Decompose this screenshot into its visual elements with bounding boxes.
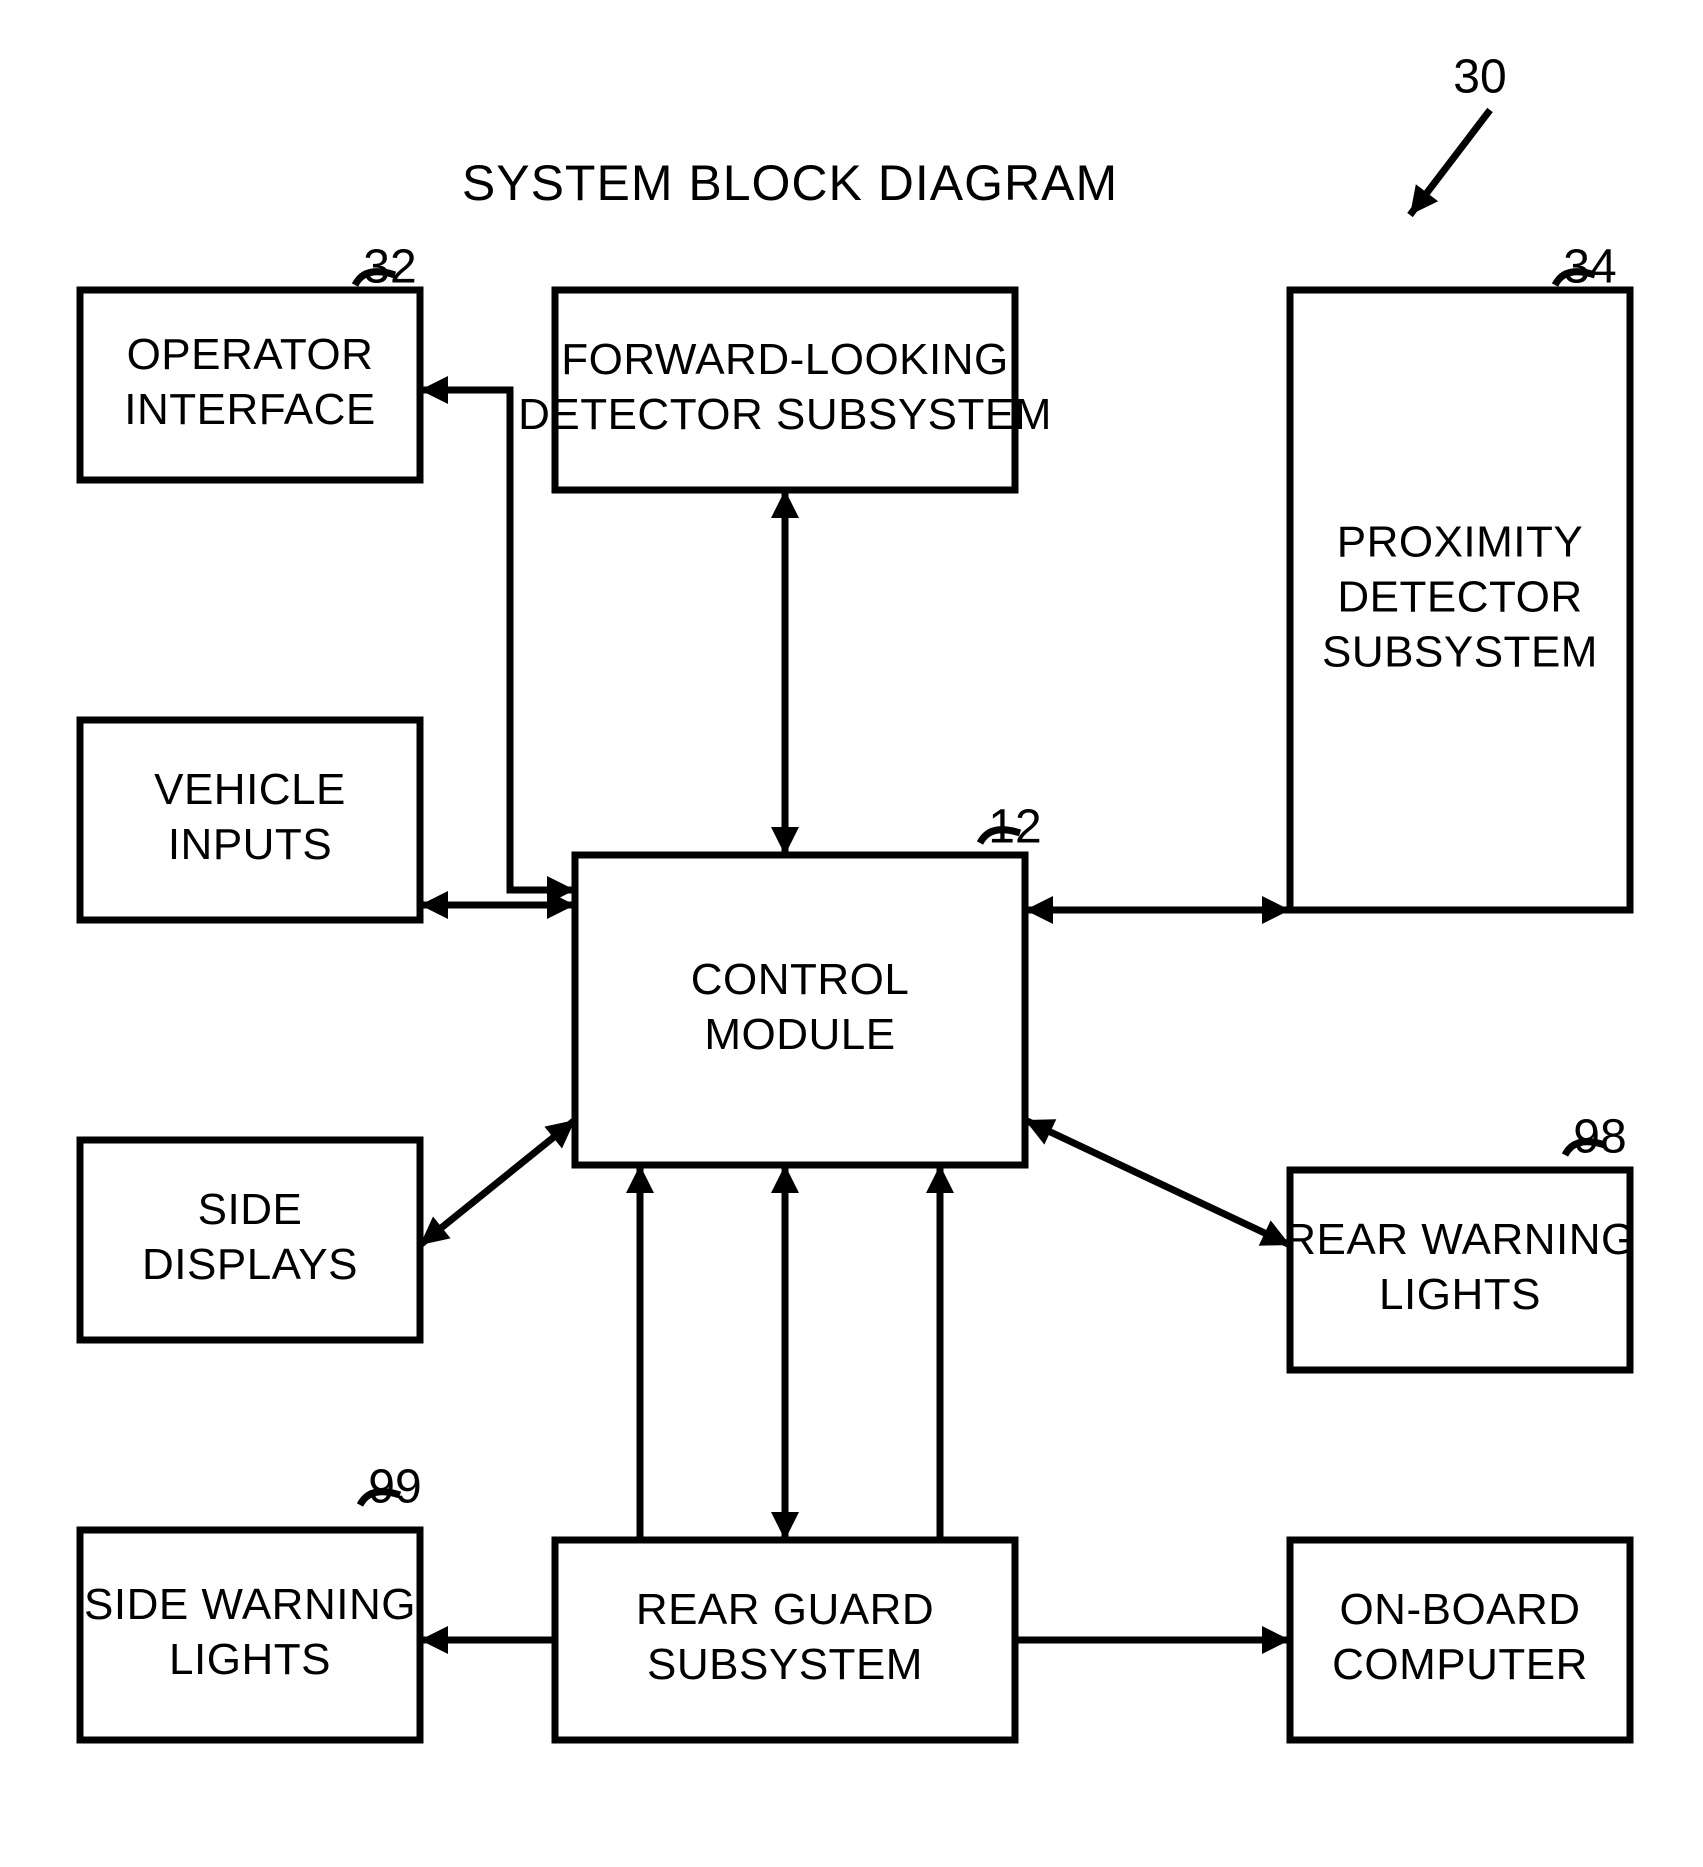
block-onboard_computer: ON-BOARD COMPUTER	[1290, 1540, 1630, 1740]
block-forward_detector-label-1: DETECTOR SUBSYSTEM	[518, 390, 1052, 439]
block-side_displays-label-1: DISPLAYS	[142, 1240, 358, 1289]
block-side_warning_lights-label-1: LIGHTS	[169, 1635, 331, 1684]
connector-side-ctrl	[420, 1120, 575, 1245]
block-vehicle_inputs-label-0: VEHICLE	[154, 765, 346, 814]
block-control_module-label-0: CONTROL	[691, 955, 910, 1004]
ref-label-98: 98	[1573, 1111, 1626, 1164]
connector-op-ctrl-arrow-start	[420, 376, 448, 404]
block-operator_interface-label-0: OPERATOR	[127, 330, 374, 379]
connector-rwl-ctrl	[1025, 1120, 1290, 1245]
ref-label-32: 32	[363, 241, 416, 294]
block-side_warning_lights: SIDE WARNING LIGHTS	[80, 1530, 420, 1740]
connector-fwd-ctrl-arrow-end	[771, 827, 799, 855]
connector-rear-ctrl-arrow-start	[771, 1165, 799, 1193]
diagram-title: SYSTEM BLOCK DIAGRAM	[462, 155, 1118, 211]
ref-label-99: 99	[368, 1461, 421, 1514]
block-forward_detector-label-0: FORWARD-LOOKING	[561, 335, 1009, 384]
connector-swl-ctrl-arrow-start	[420, 1626, 448, 1654]
block-operator_interface: OPERATOR INTERFACE	[80, 290, 420, 480]
connector-fwd-ctrl-arrow-start	[771, 490, 799, 518]
block-control_module: CONTROL MODULE	[575, 855, 1025, 1165]
connector-prox-ctrl-arrow-start	[1025, 896, 1053, 924]
block-rear_warning_lights-label-1: LIGHTS	[1379, 1270, 1541, 1319]
block-side_displays: SIDE DISPLAYS	[80, 1140, 420, 1340]
block-control_module-label-1: MODULE	[704, 1010, 895, 1059]
block-proximity_detector-label-2: SUBSYSTEM	[1322, 628, 1598, 677]
block-onboard_computer-label-1: COMPUTER	[1332, 1640, 1588, 1689]
connector-swl-ctrl-arrow-end	[626, 1165, 654, 1193]
block-side_displays-label-0: SIDE	[198, 1185, 303, 1234]
connector-veh-ctrl-arrow-start	[420, 891, 448, 919]
block-proximity_detector-label-1: DETECTOR	[1337, 573, 1582, 622]
connector-obc-ctrl-arrow-end	[926, 1165, 954, 1193]
ref-label-30: 30	[1453, 51, 1506, 104]
connector-rear-ctrl-arrow-end	[771, 1512, 799, 1540]
block-operator_interface-label-1: INTERFACE	[124, 385, 375, 434]
connector-obc-ctrl-arrow-start	[1262, 1626, 1290, 1654]
block-onboard_computer-label-0: ON-BOARD	[1339, 1585, 1580, 1634]
block-rear_guard-label-0: REAR GUARD	[636, 1585, 934, 1634]
block-vehicle_inputs-label-1: INPUTS	[168, 820, 332, 869]
block-rear_warning_lights: REAR WARNING LIGHTS	[1284, 1170, 1636, 1370]
block-rear_guard-label-1: SUBSYSTEM	[647, 1640, 923, 1689]
block-vehicle_inputs: VEHICLE INPUTS	[80, 720, 420, 920]
ref-label-34: 34	[1563, 241, 1616, 294]
connector-prox-ctrl-arrow-end	[1262, 896, 1290, 924]
block-side_warning_lights-label-0: SIDE WARNING	[84, 1580, 416, 1629]
block-rear_guard: REAR GUARD SUBSYSTEM	[555, 1540, 1015, 1740]
block-forward_detector: FORWARD-LOOKING DETECTOR SUBSYSTEM	[518, 290, 1052, 490]
block-rear_warning_lights-label-0: REAR WARNING	[1284, 1215, 1636, 1264]
block-proximity_detector: PROXIMITY DETECTOR SUBSYSTEM	[1290, 290, 1630, 910]
block-proximity_detector-label-0: PROXIMITY	[1337, 518, 1584, 567]
